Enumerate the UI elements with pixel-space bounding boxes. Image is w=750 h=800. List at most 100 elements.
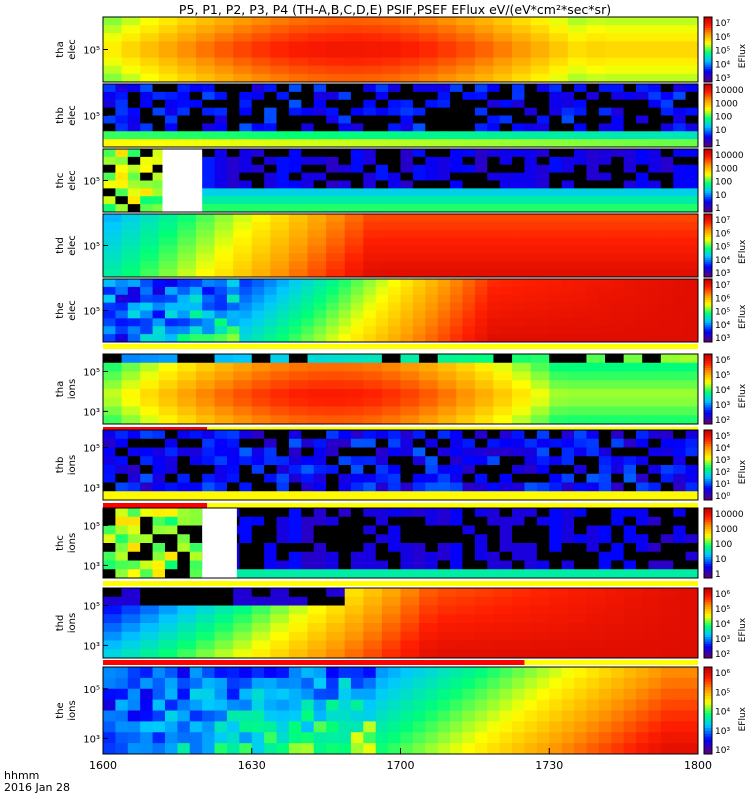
heatmap-cell — [605, 269, 625, 278]
heatmap-cell — [605, 362, 625, 372]
heatmap-cell — [400, 688, 414, 701]
heatmap-cell — [233, 261, 253, 270]
heatmap-cell — [326, 605, 346, 615]
heatmap-cell — [419, 17, 439, 26]
heatmap-cell — [381, 214, 401, 223]
heatmap-cell — [270, 596, 290, 606]
heatmap-cell — [226, 115, 240, 124]
heatmap-cell — [158, 65, 178, 75]
colorbar-swatch — [704, 245, 712, 248]
heatmap-cell — [462, 302, 476, 311]
heatmap-cell — [660, 560, 674, 570]
heatmap-cell — [288, 221, 308, 231]
colorbar-swatch — [704, 396, 712, 399]
heatmap-cell — [512, 631, 532, 641]
heatmap-cell — [549, 551, 563, 561]
heatmap-cell — [326, 253, 346, 262]
heatmap-cell — [598, 438, 612, 448]
colorbar-swatch — [704, 232, 712, 236]
heatmap-cell — [567, 73, 587, 83]
colorbar-swatch — [704, 611, 712, 615]
heatmap-cell — [276, 139, 290, 148]
heatmap-cell — [326, 371, 346, 381]
heatmap-cell — [264, 302, 277, 311]
heatmap-cell — [164, 334, 178, 343]
heatmap-cell — [239, 149, 253, 158]
heatmap-cell — [462, 115, 476, 124]
heatmap-cell — [152, 279, 166, 288]
heatmap-cell — [177, 91, 191, 101]
colorbar-swatch — [704, 36, 712, 40]
heatmap-cell — [437, 245, 457, 254]
colorbar-swatch — [704, 430, 712, 433]
heatmap-cell — [450, 543, 463, 553]
heatmap-cell — [152, 84, 166, 93]
heatmap-cell — [214, 91, 228, 101]
probe-label: thd — [55, 615, 66, 632]
heatmap-cell — [636, 667, 649, 679]
heatmap-cell — [437, 534, 451, 544]
heatmap-cell — [375, 310, 389, 319]
heatmap-cell — [598, 149, 612, 158]
heatmap-cell — [388, 302, 401, 311]
heatmap-cell — [375, 430, 389, 440]
heatmap-cell — [574, 107, 587, 116]
heatmap-cell — [140, 551, 153, 561]
heatmap-cell — [177, 279, 191, 288]
heatmap-cell — [140, 214, 160, 223]
heatmap-cell — [140, 84, 153, 93]
heatmap-cell — [115, 508, 129, 518]
heatmap-cell — [127, 279, 141, 288]
heatmap-cell — [375, 525, 389, 535]
heatmap-cell — [326, 261, 346, 270]
heatmap-cell — [288, 543, 302, 553]
heatmap-cell — [487, 164, 501, 174]
heatmap-cell — [561, 115, 575, 124]
colorbar-swatch — [704, 595, 712, 598]
heatmap-cell — [660, 261, 680, 270]
heatmap-cell — [474, 677, 488, 690]
heatmap-cell — [214, 25, 234, 34]
heatmap-cell — [121, 57, 141, 67]
heatmap-cell — [549, 279, 563, 288]
heatmap-cell — [493, 41, 513, 50]
heatmap-cell — [474, 516, 488, 526]
heatmap-cell — [462, 139, 476, 148]
heatmap-cell — [450, 326, 463, 335]
heatmap-cell — [214, 699, 228, 711]
heatmap-cell — [301, 279, 315, 288]
heatmap-cell — [685, 560, 699, 570]
heatmap-cell — [233, 371, 253, 381]
heatmap-cell — [679, 229, 699, 239]
heatmap-cell — [375, 743, 389, 755]
heatmap-cell — [598, 721, 612, 733]
heatmap-cell — [363, 623, 383, 633]
heatmap-cell — [375, 204, 389, 213]
heatmap-cell — [462, 465, 476, 475]
heatmap-cell — [549, 196, 563, 205]
heatmap-cell — [301, 318, 315, 327]
heatmap-cell — [115, 482, 129, 492]
heatmap-cell — [158, 389, 178, 399]
heatmap-cell — [344, 41, 364, 50]
heatmap-cell — [512, 196, 525, 205]
heatmap-cell — [307, 371, 327, 381]
colorbar-tick-label: 10² — [715, 468, 730, 478]
heatmap-cell — [251, 261, 271, 270]
heatmap-cell — [642, 25, 662, 34]
heatmap-cell — [561, 318, 575, 327]
heatmap-cell — [288, 164, 302, 174]
heatmap-cell — [437, 65, 457, 75]
heatmap-cell — [140, 721, 153, 733]
heatmap-cell — [400, 667, 414, 679]
y-tick-label: 10⁵ — [83, 242, 100, 253]
heatmap-cell — [195, 397, 215, 407]
heatmap-cell — [276, 560, 290, 570]
colorbar-swatch — [704, 335, 712, 339]
colorbar-swatch — [704, 727, 712, 732]
heatmap-cell — [251, 640, 271, 650]
heatmap-cell — [338, 430, 352, 440]
heatmap-cell — [152, 525, 166, 535]
heatmap-cell — [512, 721, 525, 733]
heatmap-cell — [375, 294, 389, 304]
